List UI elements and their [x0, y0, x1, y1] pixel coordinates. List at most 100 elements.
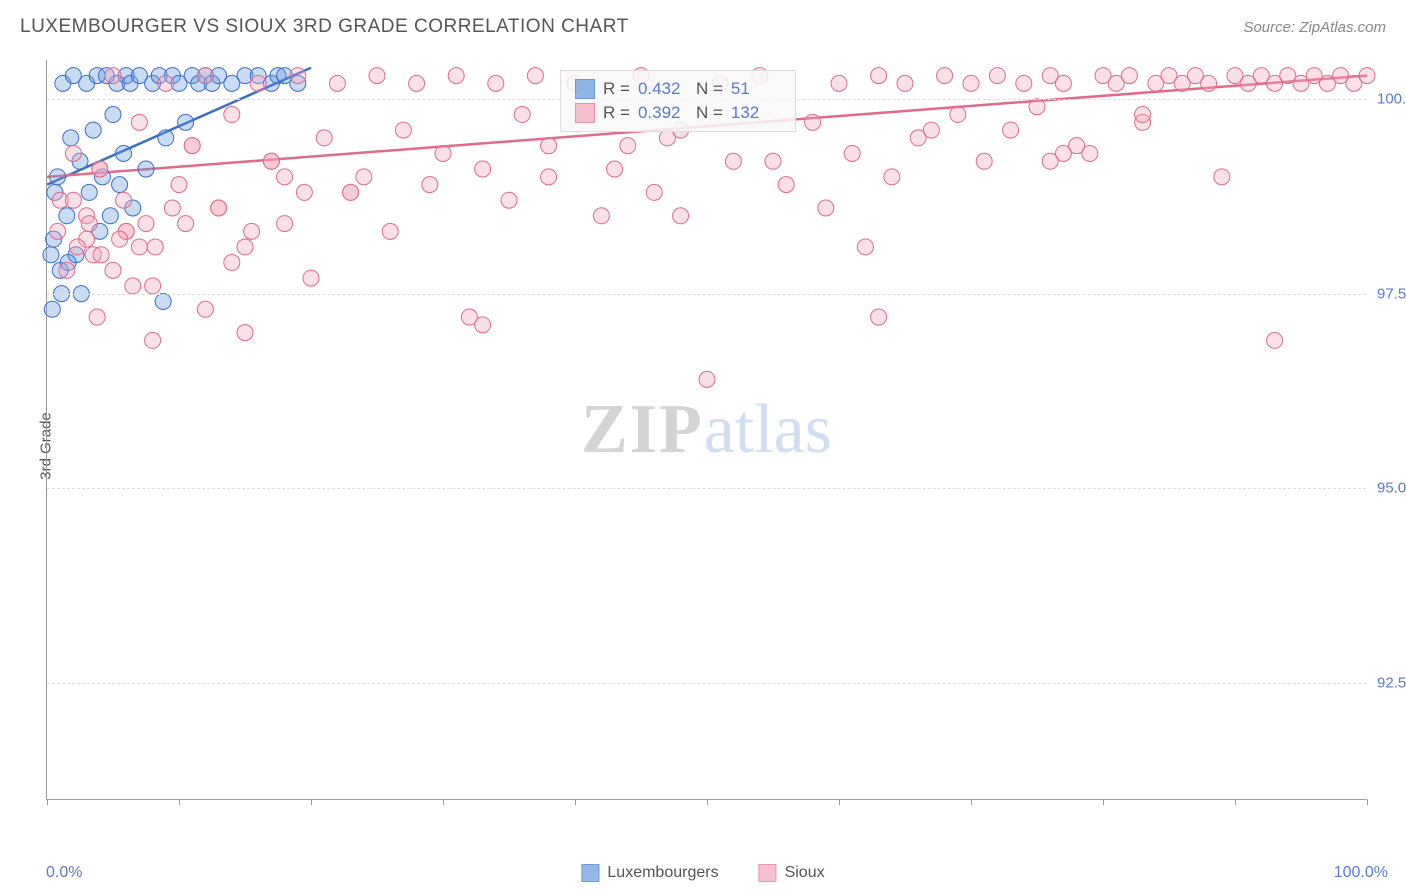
scatter-point	[296, 184, 312, 200]
scatter-point	[65, 145, 81, 161]
scatter-point	[158, 130, 174, 146]
legend: Luxembourgers Sioux	[581, 864, 824, 882]
scatter-point	[501, 192, 517, 208]
scatter-point	[1135, 107, 1151, 123]
scatter-point	[116, 145, 132, 161]
legend-label: Luxembourgers	[607, 864, 718, 882]
scatter-point	[224, 107, 240, 123]
scatter-point	[85, 122, 101, 138]
x-tick	[1367, 799, 1368, 805]
scatter-point	[50, 169, 66, 185]
scatter-point	[871, 309, 887, 325]
scatter-point	[1003, 122, 1019, 138]
scatter-point	[673, 208, 689, 224]
scatter-point	[1214, 169, 1230, 185]
gridline	[47, 683, 1366, 684]
scatter-point	[805, 114, 821, 130]
scatter-point	[541, 169, 557, 185]
scatter-point	[105, 68, 121, 84]
stats-n-label: N =	[696, 79, 723, 99]
scatter-point	[514, 107, 530, 123]
scatter-point	[1055, 75, 1071, 91]
scatter-point	[224, 255, 240, 271]
x-tick	[443, 799, 444, 805]
x-tick	[971, 799, 972, 805]
scatter-point	[857, 239, 873, 255]
scatter-point	[303, 270, 319, 286]
scatter-point	[102, 208, 118, 224]
stats-r-value: 0.392	[638, 103, 688, 123]
scatter-point	[197, 68, 213, 84]
scatter-point	[59, 208, 75, 224]
scatter-point	[44, 301, 60, 317]
scatter-point	[164, 200, 180, 216]
scatter-point	[659, 130, 675, 146]
source-attribution: Source: ZipAtlas.com	[1243, 19, 1386, 36]
scatter-point	[646, 184, 662, 200]
scatter-point	[989, 68, 1005, 84]
legend-swatch-icon	[575, 79, 595, 99]
scatter-point	[1359, 68, 1375, 84]
scatter-point	[422, 177, 438, 193]
stats-row: R =0.392N =132	[575, 101, 781, 125]
scatter-point	[178, 114, 194, 130]
scatter-point	[329, 75, 345, 91]
stats-r-label: R =	[603, 103, 630, 123]
scatter-point	[197, 301, 213, 317]
scatter-point	[382, 223, 398, 239]
legend-swatch-icon	[575, 103, 595, 123]
scatter-point	[184, 138, 200, 154]
stats-box: R =0.432N =51R =0.392N =132	[560, 70, 796, 132]
scatter-point	[145, 332, 161, 348]
scatter-point	[237, 239, 253, 255]
scatter-point	[950, 107, 966, 123]
scatter-point	[211, 200, 227, 216]
scatter-point	[475, 161, 491, 177]
scatter-point	[65, 192, 81, 208]
scatter-point	[1016, 75, 1032, 91]
scatter-point	[250, 75, 266, 91]
scatter-point	[607, 161, 623, 177]
scatter-point	[448, 68, 464, 84]
x-axis-min-label: 0.0%	[46, 864, 82, 882]
scatter-point	[844, 145, 860, 161]
scatter-point	[963, 75, 979, 91]
scatter-point	[488, 75, 504, 91]
scatter-point	[59, 262, 75, 278]
scatter-point	[112, 177, 128, 193]
scatter-point	[778, 177, 794, 193]
gridline	[47, 488, 1366, 489]
scatter-point	[290, 68, 306, 84]
scatter-point	[831, 75, 847, 91]
scatter-point	[343, 184, 359, 200]
legend-item: Luxembourgers	[581, 864, 718, 882]
chart-svg	[47, 60, 1366, 799]
scatter-point	[620, 138, 636, 154]
scatter-point	[147, 239, 163, 255]
scatter-point	[884, 169, 900, 185]
scatter-point	[1082, 145, 1098, 161]
scatter-point	[1042, 153, 1058, 169]
scatter-point	[145, 278, 161, 294]
scatter-point	[244, 223, 260, 239]
gridline	[47, 294, 1366, 295]
stats-r-label: R =	[603, 79, 630, 99]
scatter-point	[725, 153, 741, 169]
scatter-point	[871, 68, 887, 84]
scatter-point	[131, 114, 147, 130]
scatter-point	[976, 153, 992, 169]
chart-title: LUXEMBOURGER VS SIOUX 3RD GRADE CORRELAT…	[20, 16, 629, 38]
scatter-point	[369, 68, 385, 84]
legend-label: Sioux	[785, 864, 825, 882]
x-tick	[1103, 799, 1104, 805]
scatter-point	[395, 122, 411, 138]
scatter-point	[277, 216, 293, 232]
scatter-point	[178, 216, 194, 232]
scatter-point	[43, 247, 59, 263]
scatter-point	[69, 239, 85, 255]
header: LUXEMBOURGER VS SIOUX 3RD GRADE CORRELAT…	[0, 0, 1406, 46]
scatter-point	[81, 216, 97, 232]
scatter-point	[475, 317, 491, 333]
legend-swatch-icon	[759, 864, 777, 882]
legend-swatch-icon	[581, 864, 599, 882]
